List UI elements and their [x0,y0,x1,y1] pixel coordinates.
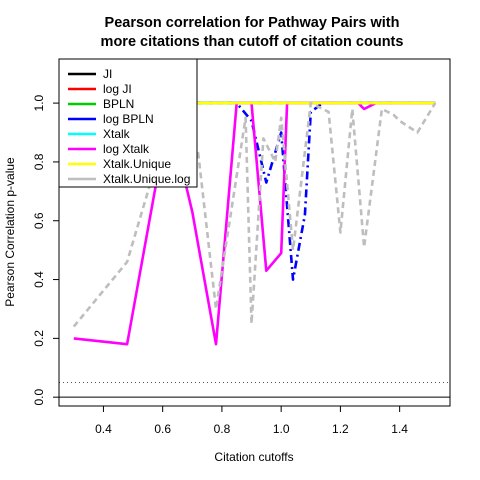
legend-label: Xtalk.Unique [103,157,171,171]
y-tick-label: 1.0 [32,94,46,111]
legend-label: log BPLN [103,112,154,126]
y-tick-label: 0.4 [32,271,46,288]
x-tick-label: 0.8 [214,422,231,436]
legend-label: Xtalk.Unique.log [103,172,190,186]
x-tick-label: 1.0 [273,422,290,436]
x-axis: 0.4 0.6 0.8 1.0 1.2 1.4 [95,405,408,436]
x-tick-label: 0.4 [95,422,112,436]
series-line [192,101,436,281]
legend-label: Xtalk [103,127,131,141]
legend-label: BPLN [103,97,134,111]
x-tick-label: 0.6 [154,422,171,436]
series-line [72,101,437,328]
legend-box [58,58,198,188]
x-tick-label: 1.2 [332,422,349,436]
legend-label: JI [103,67,112,81]
chart-title-line2: more citations than cutoff of citation c… [101,34,404,50]
legend-label: log JI [103,82,132,96]
legend-label: log Xtalk [103,142,150,156]
y-tick-label: 0.2 [32,330,46,347]
y-axis-label: Pearson Correlation p-value [3,157,17,307]
x-axis-label: Citation cutoffs [214,450,293,464]
reference-lines [59,381,450,398]
x-tick-label: 1.4 [391,422,408,436]
chart-title-line1: Pearson correlation for Pathway Pairs wi… [105,15,400,31]
y-tick-label: 0.6 [32,212,46,229]
series-lines [72,101,437,346]
y-tick-label: 0.8 [32,153,46,170]
y-axis: 0.0 0.2 0.4 0.6 0.8 1.0 [32,94,60,406]
y-tick-label: 0.0 [32,389,46,406]
